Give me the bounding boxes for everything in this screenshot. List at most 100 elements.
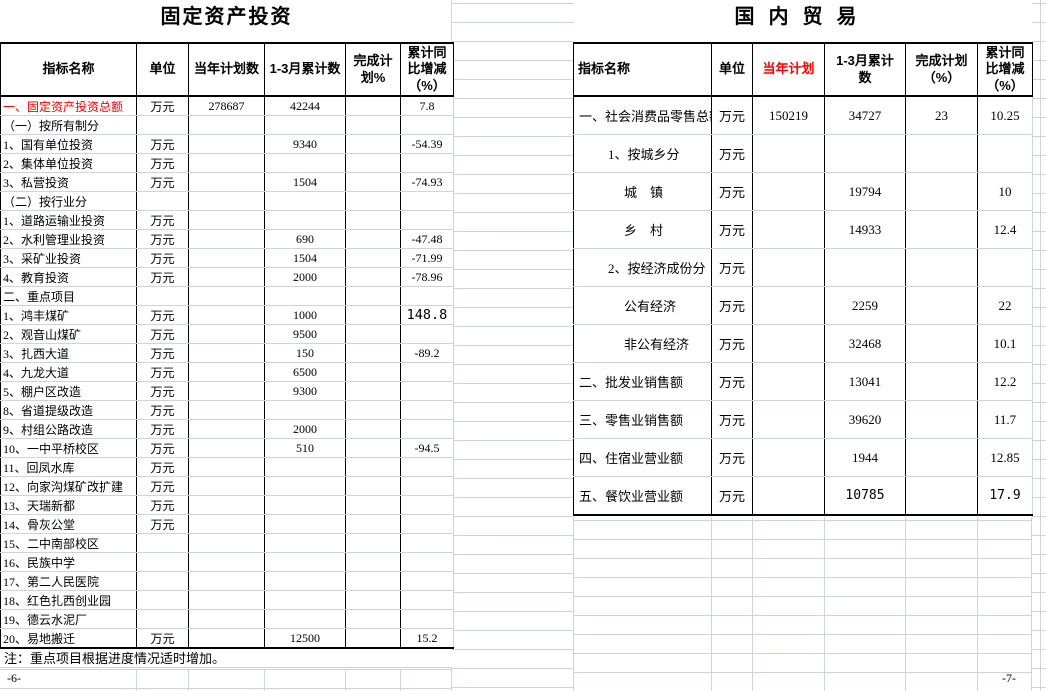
cell-yoy-change[interactable] bbox=[400, 286, 454, 306]
header-unit[interactable]: 单位 bbox=[136, 42, 189, 97]
cell-cumulative[interactable] bbox=[264, 552, 346, 572]
cell-cumulative[interactable] bbox=[264, 210, 346, 230]
cell-yoy-change[interactable] bbox=[400, 571, 454, 591]
cell-plan-completion[interactable] bbox=[345, 153, 401, 173]
cell-yoy-change[interactable] bbox=[400, 191, 454, 211]
cell-cumulative[interactable] bbox=[264, 609, 346, 629]
cell-plan-completion[interactable] bbox=[345, 571, 401, 591]
cell-plan-completion[interactable] bbox=[345, 533, 401, 553]
cell-unit[interactable]: 万元 bbox=[136, 267, 189, 287]
header-indicator-name[interactable]: 指标名称 bbox=[573, 42, 712, 97]
cell-unit[interactable] bbox=[136, 191, 189, 211]
cell-indicator-name[interactable]: 19、德云水泥厂 bbox=[0, 609, 137, 629]
cell-indicator-name[interactable]: 20、易地搬迁 bbox=[0, 628, 137, 648]
cell-yoy-change[interactable] bbox=[400, 609, 454, 629]
cell-unit[interactable]: 万元 bbox=[136, 305, 189, 325]
cell-annual-plan[interactable]: 150219 bbox=[752, 96, 825, 135]
cell-cumulative[interactable]: 1504 bbox=[264, 172, 346, 192]
cell-cumulative[interactable]: 12500 bbox=[264, 628, 346, 648]
cell-yoy-change[interactable] bbox=[400, 115, 454, 135]
cell-annual-plan[interactable] bbox=[188, 153, 265, 173]
cell-indicator-name[interactable]: 3、私营投资 bbox=[0, 172, 137, 192]
cell-yoy-change[interactable] bbox=[400, 381, 454, 401]
cell-cumulative[interactable]: 34727 bbox=[824, 96, 906, 135]
cell-annual-plan[interactable] bbox=[188, 172, 265, 192]
cell-plan-completion[interactable] bbox=[345, 628, 401, 648]
cell-indicator-name[interactable]: 二、重点项目 bbox=[0, 286, 137, 306]
cell-annual-plan[interactable] bbox=[188, 609, 265, 629]
left-sheet-title[interactable]: 固定资产投资 bbox=[160, 6, 293, 28]
cell-plan-completion[interactable] bbox=[905, 476, 978, 515]
cell-unit[interactable]: 万元 bbox=[711, 248, 753, 287]
cell-unit[interactable]: 万元 bbox=[136, 210, 189, 230]
cell-unit[interactable] bbox=[136, 115, 189, 135]
cell-cumulative[interactable] bbox=[264, 571, 346, 591]
cell-indicator-name[interactable]: 一、社会消费品零售总额 bbox=[573, 96, 712, 135]
cell-plan-completion[interactable] bbox=[345, 438, 401, 458]
cell-indicator-name[interactable]: 四、住宿业营业额 bbox=[573, 438, 712, 477]
cell-annual-plan[interactable] bbox=[752, 248, 825, 287]
cell-plan-completion[interactable] bbox=[345, 552, 401, 572]
cell-cumulative[interactable] bbox=[264, 153, 346, 173]
cell-annual-plan[interactable] bbox=[188, 381, 265, 401]
cell-yoy-change[interactable]: 12.4 bbox=[977, 210, 1033, 249]
cell-indicator-name[interactable]: 公有经济 bbox=[573, 286, 712, 325]
cell-indicator-name[interactable]: 13、天瑞新都 bbox=[0, 495, 137, 515]
cell-yoy-change[interactable]: 12.85 bbox=[977, 438, 1033, 477]
cell-indicator-name[interactable]: 17、第二人民医院 bbox=[0, 571, 137, 591]
cell-plan-completion[interactable] bbox=[345, 134, 401, 154]
cell-indicator-name[interactable]: 1、按城乡分 bbox=[573, 134, 712, 173]
cell-annual-plan[interactable] bbox=[188, 457, 265, 477]
cell-cumulative[interactable] bbox=[264, 495, 346, 515]
cell-cumulative[interactable]: 690 bbox=[264, 229, 346, 249]
cell-cumulative[interactable] bbox=[264, 476, 346, 496]
cell-plan-completion[interactable] bbox=[345, 229, 401, 249]
cell-cumulative[interactable] bbox=[824, 134, 906, 173]
cell-indicator-name[interactable]: 4、教育投资 bbox=[0, 267, 137, 287]
cell-plan-completion[interactable] bbox=[905, 286, 978, 325]
cell-annual-plan[interactable] bbox=[188, 305, 265, 325]
cell-cumulative[interactable]: 10785 bbox=[824, 476, 906, 515]
cell-cumulative[interactable]: 39620 bbox=[824, 400, 906, 439]
cell-indicator-name[interactable]: 非公有经济 bbox=[573, 324, 712, 363]
cell-yoy-change[interactable]: 10.1 bbox=[977, 324, 1033, 363]
cell-yoy-change[interactable] bbox=[400, 590, 454, 610]
header-unit[interactable]: 单位 bbox=[711, 42, 753, 97]
cell-unit[interactable]: 万元 bbox=[136, 153, 189, 173]
header-yoy-change[interactable]: 累计同比增减（%） bbox=[977, 42, 1033, 97]
cell-yoy-change[interactable]: -54.39 bbox=[400, 134, 454, 154]
cell-cumulative[interactable] bbox=[264, 400, 346, 420]
cell-unit[interactable]: 万元 bbox=[136, 134, 189, 154]
cell-plan-completion[interactable]: 23 bbox=[905, 96, 978, 135]
right-sheet-title[interactable]: 国内贸易 bbox=[734, 6, 871, 28]
cell-yoy-change[interactable]: 7.8 bbox=[400, 96, 454, 116]
cell-annual-plan[interactable] bbox=[188, 229, 265, 249]
cell-indicator-name[interactable]: 二、批发业销售额 bbox=[573, 362, 712, 401]
cell-annual-plan[interactable] bbox=[188, 400, 265, 420]
cell-annual-plan[interactable] bbox=[188, 115, 265, 135]
cell-unit[interactable] bbox=[136, 552, 189, 572]
cell-unit[interactable]: 万元 bbox=[136, 172, 189, 192]
cell-annual-plan[interactable] bbox=[752, 286, 825, 325]
cell-plan-completion[interactable] bbox=[345, 172, 401, 192]
cell-annual-plan[interactable] bbox=[188, 533, 265, 553]
cell-annual-plan[interactable] bbox=[752, 400, 825, 439]
cell-unit[interactable]: 万元 bbox=[136, 476, 189, 496]
cell-yoy-change[interactable]: 17.9 bbox=[977, 476, 1033, 515]
header-yoy-change[interactable]: 累计同比增减（%） bbox=[400, 42, 454, 97]
cell-yoy-change[interactable]: 12.2 bbox=[977, 362, 1033, 401]
cell-unit[interactable] bbox=[136, 609, 189, 629]
cell-plan-completion[interactable] bbox=[905, 362, 978, 401]
cell-indicator-name[interactable]: 2、集体单位投资 bbox=[0, 153, 137, 173]
cell-plan-completion[interactable] bbox=[345, 476, 401, 496]
cell-indicator-name[interactable]: 2、观音山煤矿 bbox=[0, 324, 137, 344]
cell-indicator-name[interactable]: 1、国有单位投资 bbox=[0, 134, 137, 154]
cell-indicator-name[interactable]: 1、鸿丰煤矿 bbox=[0, 305, 137, 325]
cell-cumulative[interactable] bbox=[264, 590, 346, 610]
cell-unit[interactable]: 万元 bbox=[136, 343, 189, 363]
cell-plan-completion[interactable] bbox=[905, 438, 978, 477]
cell-yoy-change[interactable] bbox=[400, 210, 454, 230]
cell-indicator-name[interactable]: 1、道路运输业投资 bbox=[0, 210, 137, 230]
cell-annual-plan[interactable] bbox=[752, 172, 825, 211]
cell-cumulative[interactable]: 150 bbox=[264, 343, 346, 363]
